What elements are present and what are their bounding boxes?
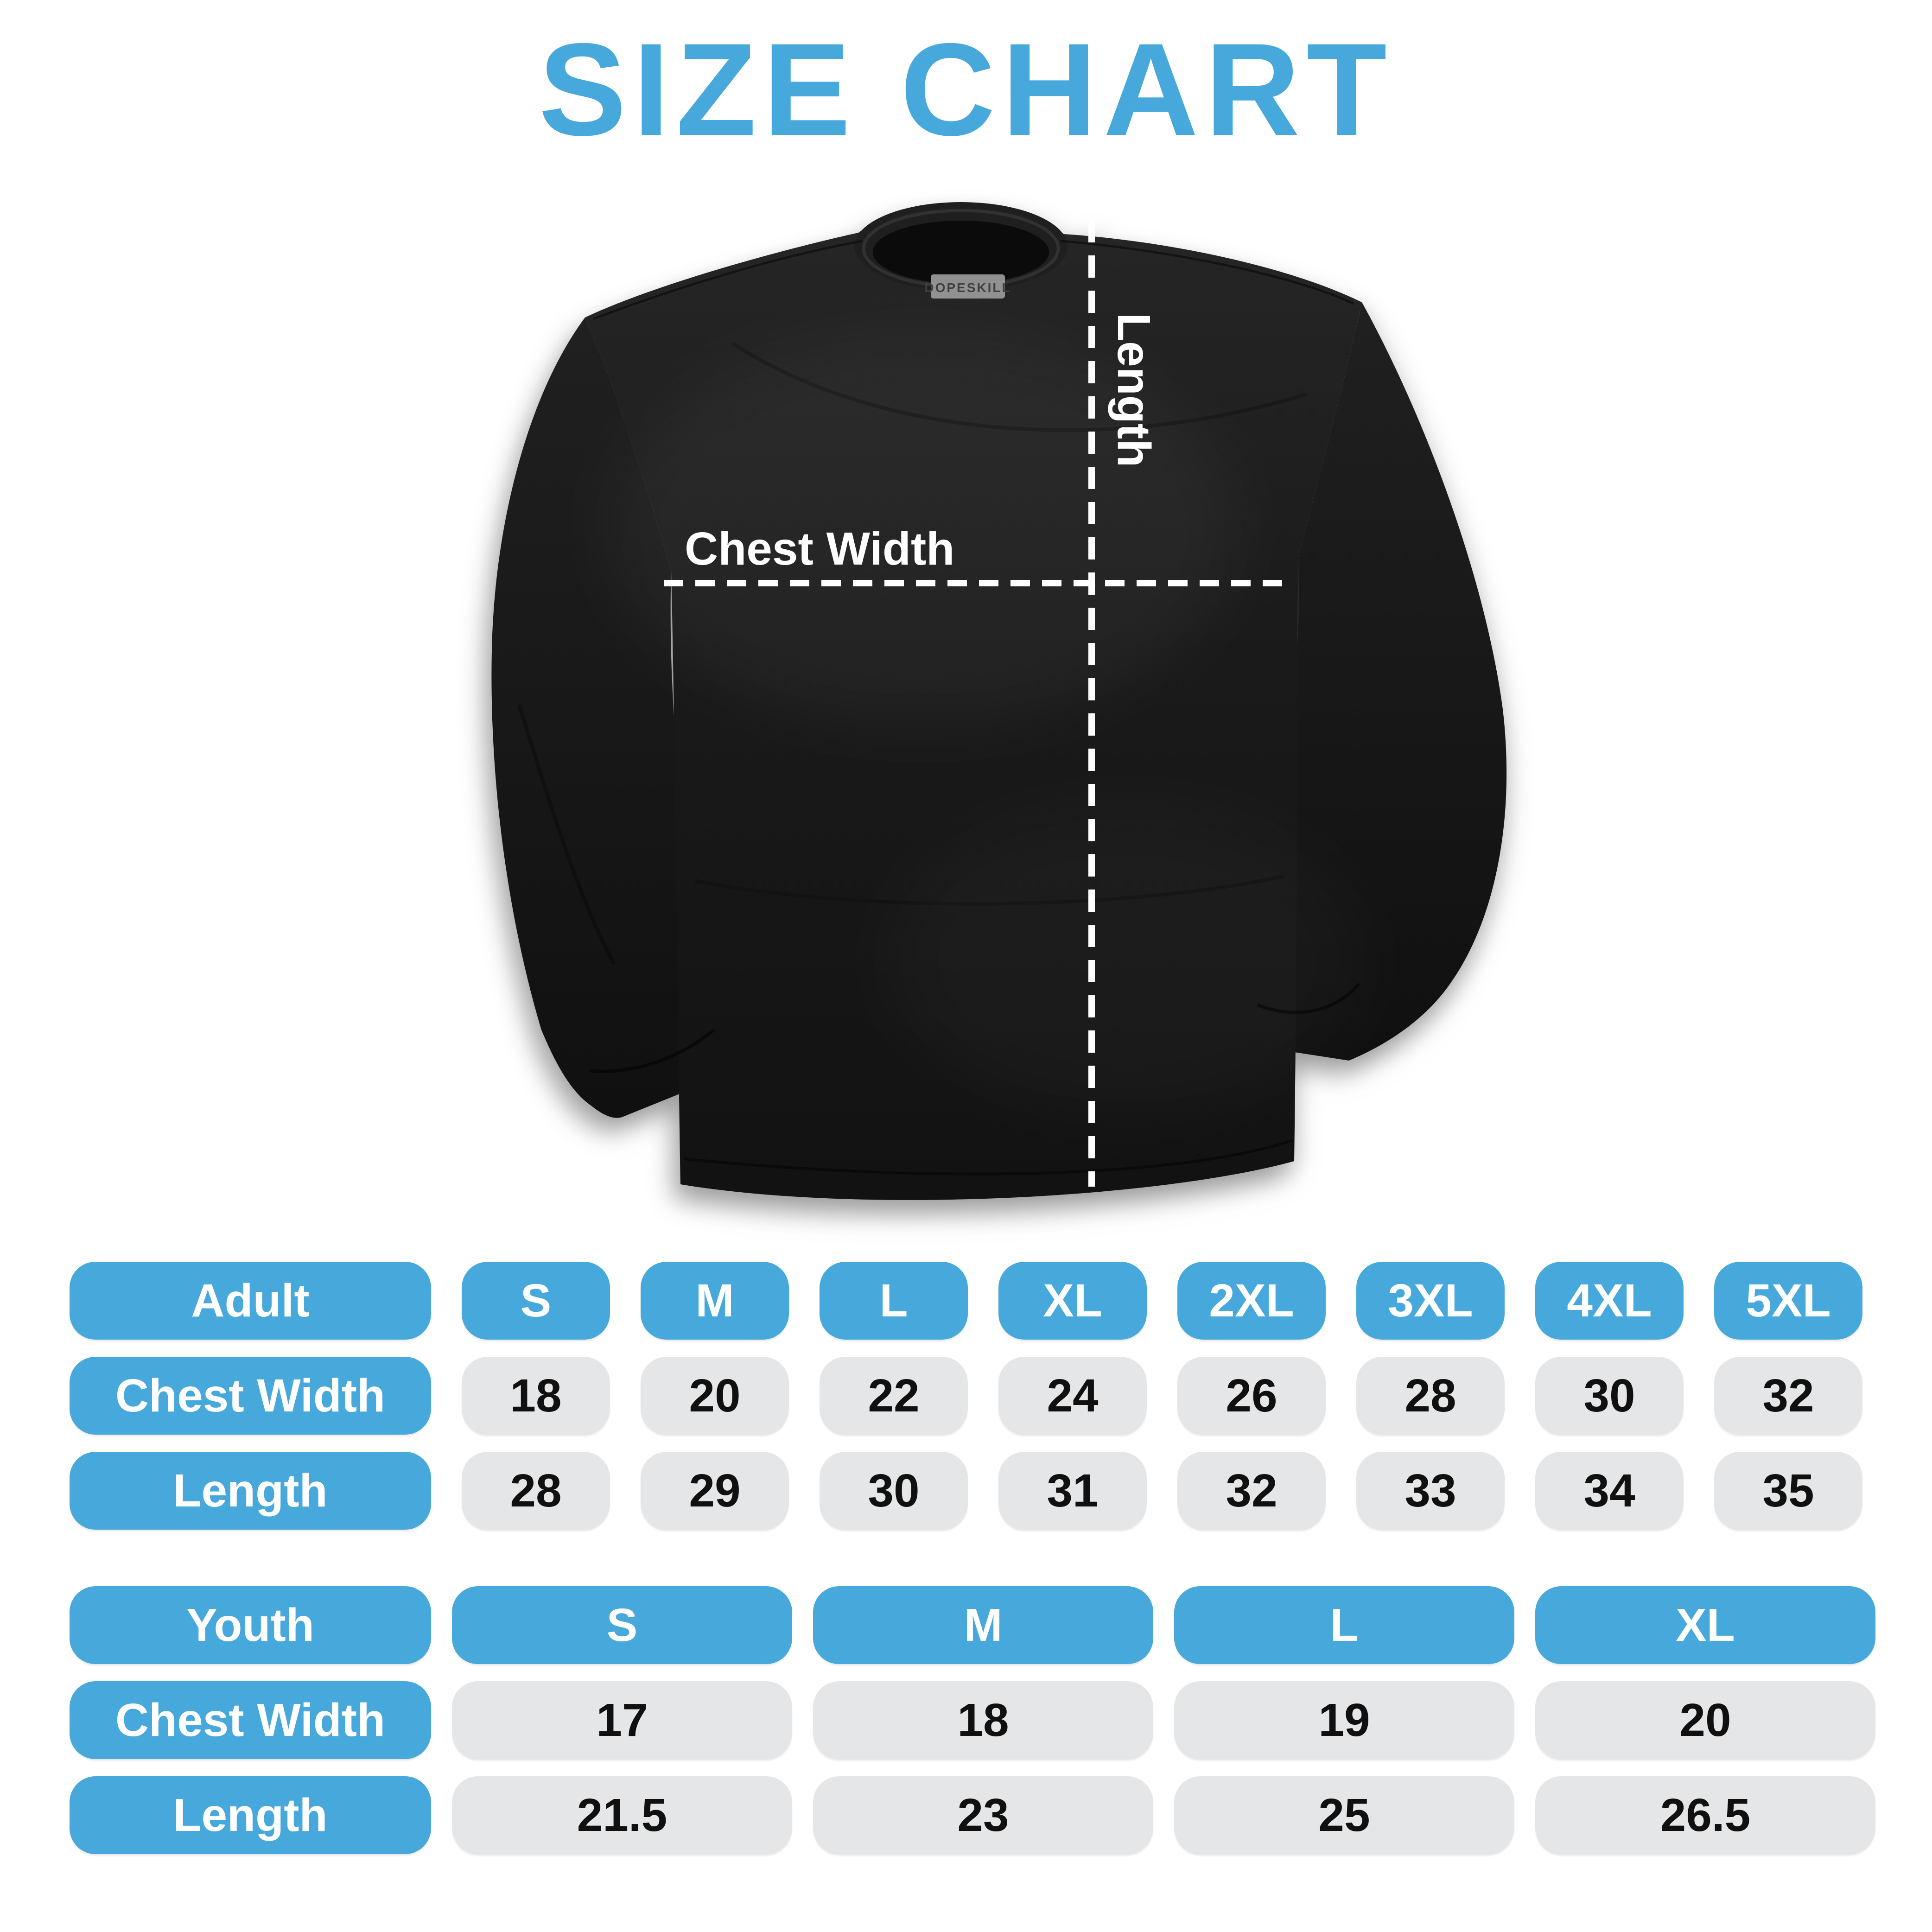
right-cuff-seam — [1257, 982, 1360, 1014]
adult-size-m: M — [641, 1262, 789, 1340]
youth-chest-width-xl: 20 — [1535, 1681, 1875, 1759]
adult-chest-width-3xl: 28 — [1356, 1357, 1505, 1435]
shirt-measurement-diagram: DOPESKILL Chest Width Length — [454, 195, 1576, 1242]
adult-size-4xl: 4XL — [1535, 1262, 1684, 1340]
adult-size-2xl: 2XL — [1177, 1262, 1326, 1340]
youth-size-l: L — [1174, 1586, 1514, 1664]
adult-length-row-label: Length — [70, 1452, 431, 1530]
adult-chest-width-4xl: 30 — [1535, 1357, 1684, 1435]
adult-length-l: 30 — [820, 1452, 968, 1530]
adult-size-xl: XL — [998, 1262, 1147, 1340]
youth-size-xl: XL — [1535, 1586, 1875, 1664]
fabric-highlight-2 — [885, 807, 1367, 1112]
adult-chest-width-m: 20 — [641, 1357, 789, 1435]
adult-table-header: Adult — [70, 1262, 431, 1340]
brand-tag-label: DOPESKILL — [924, 280, 1011, 295]
page-title: SIZE CHART — [539, 16, 1393, 163]
youth-length-xl: 26.5 — [1535, 1776, 1875, 1854]
adult-size-l: L — [820, 1262, 968, 1340]
adult-size-5xl: 5XL — [1714, 1262, 1862, 1340]
chest-width-annotation: Chest Width — [685, 523, 954, 575]
fabric-highlight — [607, 334, 1238, 723]
wrinkle-3 — [517, 704, 616, 965]
neck-opening — [873, 221, 1049, 284]
adult-chest-width-2xl: 26 — [1177, 1357, 1326, 1435]
youth-chest-width-m: 18 — [813, 1681, 1153, 1759]
youth-chest-width-l: 19 — [1174, 1681, 1514, 1759]
adult-size-s: S — [462, 1262, 610, 1340]
youth-table-header: Youth — [70, 1586, 431, 1664]
adult-chest-width-5xl: 32 — [1714, 1357, 1862, 1435]
wrinkle-2 — [695, 874, 1284, 906]
adult-length-3xl: 33 — [1356, 1452, 1505, 1530]
left-cuff-seam — [589, 1029, 715, 1073]
youth-length-row-label: Length — [70, 1776, 431, 1854]
youth-size-table: Youth S M L XL Chest Width 17 18 19 20 L… — [70, 1586, 1875, 1854]
youth-length-m: 23 — [813, 1776, 1153, 1854]
youth-size-m: M — [813, 1586, 1153, 1664]
youth-size-s: S — [452, 1586, 792, 1664]
length-annotation: Length — [1108, 313, 1160, 467]
adult-chest-width-l: 22 — [820, 1357, 968, 1435]
adult-size-3xl: 3XL — [1356, 1262, 1505, 1340]
adult-chest-width-s: 18 — [462, 1357, 610, 1435]
left-shoulder-seam — [593, 240, 863, 320]
right-sleeve — [1256, 302, 1507, 1061]
youth-chest-width-s: 17 — [452, 1681, 792, 1759]
wrinkle-1 — [731, 341, 1308, 432]
adult-chest-width-xl: 24 — [998, 1357, 1147, 1435]
adult-length-5xl: 35 — [1714, 1452, 1862, 1530]
adult-length-m: 29 — [641, 1452, 789, 1530]
adult-size-table: Adult S M L XL 2XL 3XL 4XL 5XL Chest Wid… — [70, 1262, 1862, 1530]
adult-length-2xl: 32 — [1177, 1452, 1326, 1530]
youth-chest-width-row-label: Chest Width — [70, 1681, 431, 1759]
adult-length-xl: 31 — [998, 1452, 1147, 1530]
adult-chest-width-row-label: Chest Width — [70, 1357, 431, 1435]
adult-length-s: 28 — [462, 1452, 610, 1530]
right-shoulder-seam — [1060, 240, 1354, 305]
left-sleeve — [491, 318, 719, 1118]
hem-seam — [683, 1139, 1293, 1176]
long-sleeve-shirt-illustration: DOPESKILL Chest Width Length — [491, 202, 1507, 1200]
youth-length-s: 21.5 — [452, 1776, 792, 1854]
adult-length-4xl: 34 — [1535, 1452, 1684, 1530]
brand-tag: DOPESKILL — [924, 274, 1011, 299]
youth-length-l: 25 — [1174, 1776, 1514, 1854]
